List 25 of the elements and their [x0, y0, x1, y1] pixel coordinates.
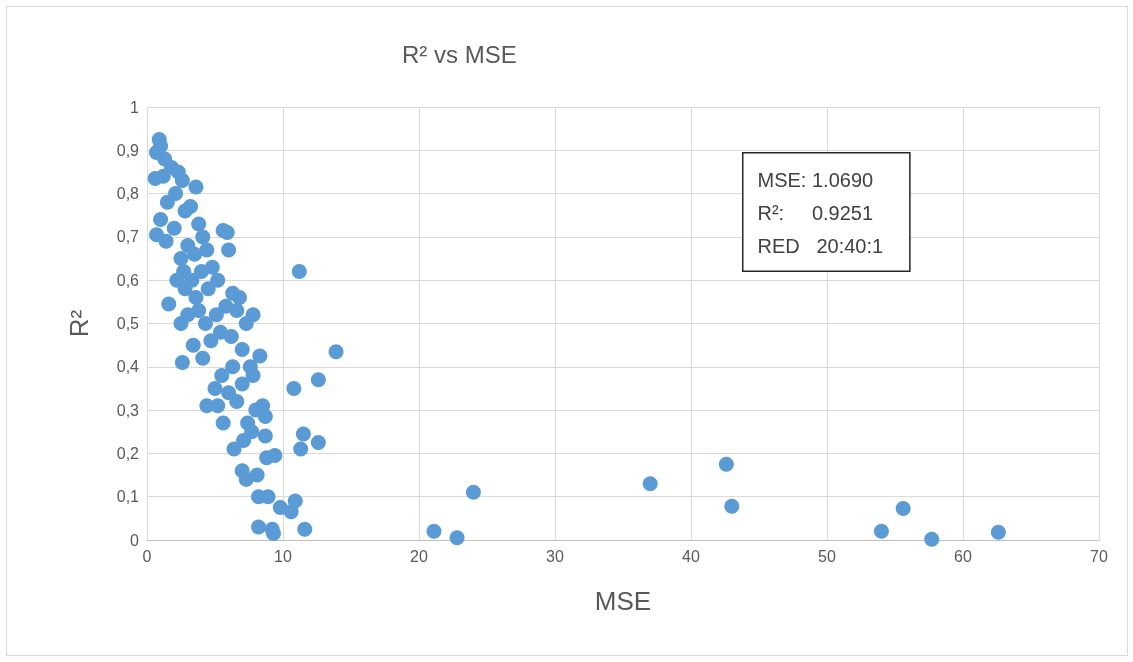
y-tick-label: 0,8 [116, 185, 140, 203]
y-tick-label: 0,5 [116, 315, 140, 332]
y-tick-label: 1 [130, 98, 140, 116]
y-tick-label: 0,2 [116, 444, 140, 462]
y-tick-label: 0,4 [116, 358, 140, 376]
y-tick-label: 0,6 [116, 271, 140, 289]
annotation: MSE: 1.0690 [757, 169, 874, 191]
x-tick-label: 40 [682, 547, 700, 565]
x-tick-label: 20 [410, 547, 428, 565]
x-tick-label: 10 [274, 547, 292, 565]
annotation: RED 20:40:1 [757, 235, 884, 257]
annotation: R²: 0.9251 [757, 202, 874, 224]
y-tick-label: 0,3 [116, 401, 140, 419]
x-tick-label: 70 [1090, 547, 1108, 565]
x-axis-title: MSE [594, 586, 652, 616]
x-tick-label: 0 [142, 547, 152, 565]
y-tick-label: 0,9 [116, 141, 140, 159]
y-tick-label: 0 [130, 531, 140, 549]
x-tick-label: 50 [818, 547, 836, 565]
y-axis-title: R² [64, 309, 94, 338]
x-tick-label: 60 [954, 547, 972, 565]
y-tick-label: 0,7 [116, 228, 140, 246]
chart-title: R² vs MSE [402, 40, 517, 68]
x-tick-label: 30 [546, 547, 564, 565]
y-tick-label: 0,1 [116, 488, 140, 506]
